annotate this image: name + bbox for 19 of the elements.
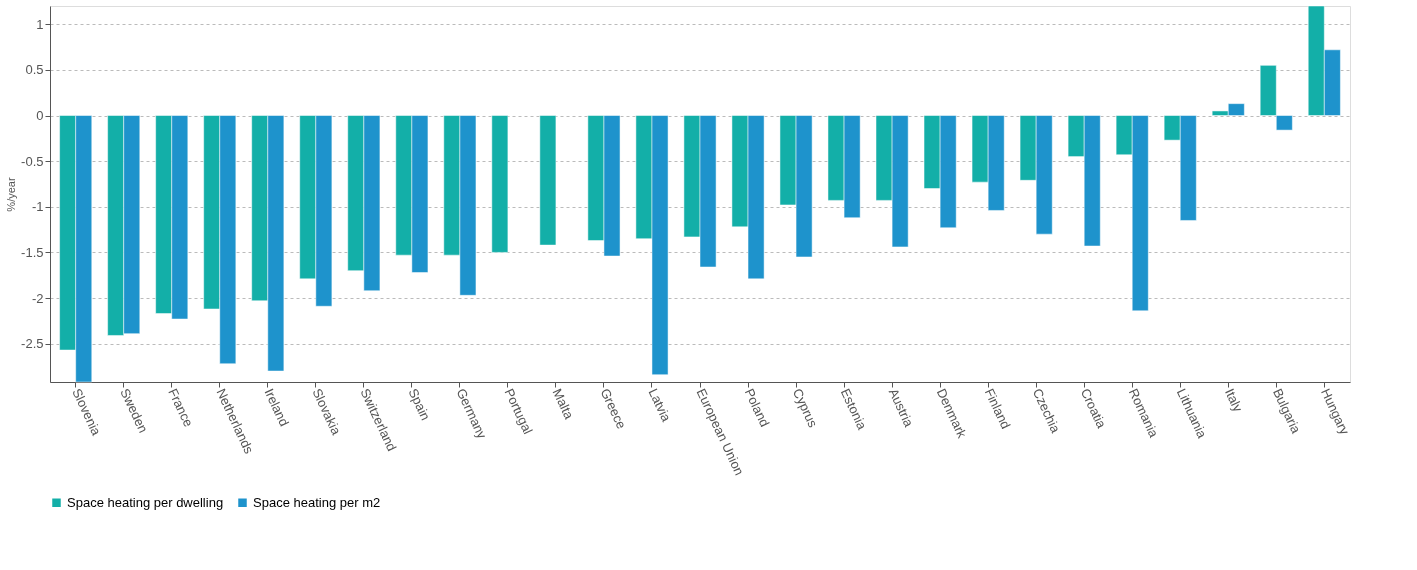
- x-tick-label: Italy: [1221, 386, 1246, 415]
- x-tick-label: Spain: [405, 386, 434, 423]
- y-tick-label: -2.5: [21, 336, 44, 352]
- y-tick-label: -2: [31, 290, 44, 306]
- y-tick-label: 1: [36, 16, 44, 32]
- y-tick-label: -1: [31, 199, 44, 215]
- x-tick-label: Latvia: [645, 386, 675, 425]
- x-tick-label: Cyprus: [789, 386, 821, 431]
- y-axis-title: %/year: [5, 177, 18, 212]
- bar: [539, 115, 557, 246]
- y-tick-label: 0.5: [25, 62, 44, 78]
- legend-label: Space heating per dwelling: [67, 494, 224, 510]
- y-tick-label: -1.5: [21, 244, 44, 260]
- x-tick-label: Croatia: [1077, 386, 1110, 432]
- legend-label: Space heating per m2: [253, 494, 381, 510]
- y-tick-label: 0: [36, 108, 44, 124]
- x-tick-label: Malta: [549, 386, 577, 422]
- bar: [491, 115, 509, 253]
- y-tick-label: -0.5: [21, 153, 44, 169]
